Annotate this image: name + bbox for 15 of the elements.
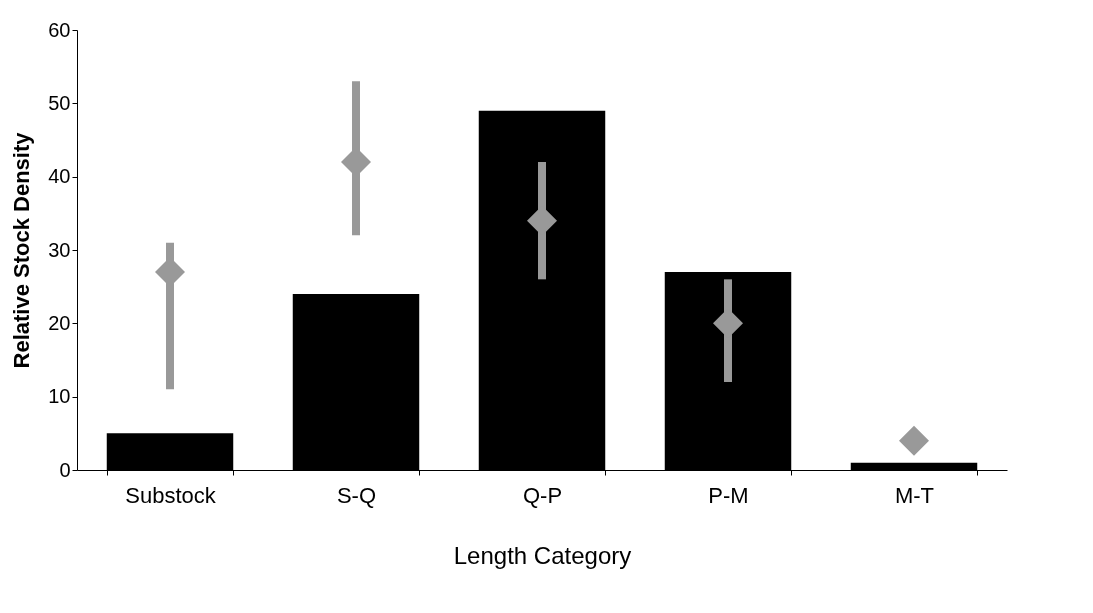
x-tick-label: M-T: [894, 482, 935, 508]
x-tick-label: S-Q: [336, 482, 377, 508]
x-tick-label: Substock: [125, 482, 217, 508]
y-axis-title: Relative Stock Density: [9, 131, 35, 369]
y-tick-label: 50: [48, 91, 71, 114]
y-tick-label: 0: [59, 458, 71, 481]
y-tick-label: 60: [48, 18, 71, 41]
y-tick-label: 30: [48, 238, 71, 261]
x-axis-title: Length Category: [453, 541, 632, 569]
point: [899, 425, 929, 456]
x-tick-label: P-M: [708, 482, 749, 508]
y-tick-label: 20: [48, 311, 71, 334]
y-tick-label: 10: [48, 385, 71, 408]
y-tick-label: 40: [48, 165, 71, 188]
x-tick-label: Q-P: [522, 482, 563, 508]
